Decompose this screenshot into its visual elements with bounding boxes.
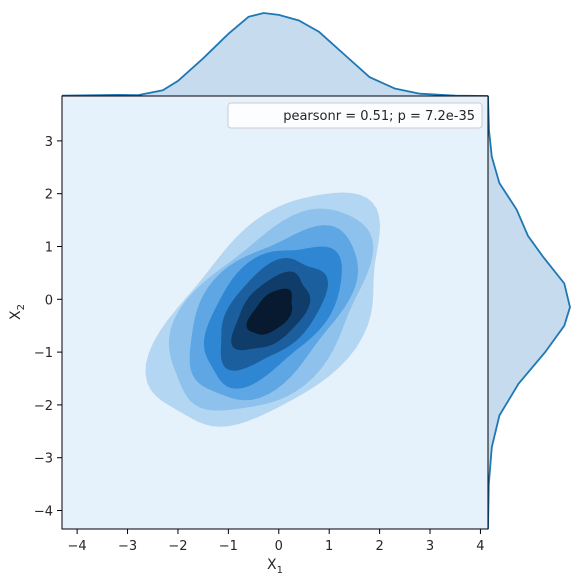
y-tick-label: 3 bbox=[45, 135, 53, 150]
marginal-x-fill bbox=[62, 13, 488, 96]
y-axis-label: X2 bbox=[8, 304, 27, 320]
x-tick-label: 2 bbox=[375, 539, 383, 554]
x-axis: −4 −3 −2 −1 0 1 2 3 4 bbox=[68, 529, 485, 554]
marginal-y-plot bbox=[487, 95, 571, 530]
x-tick-label: 4 bbox=[476, 539, 484, 554]
legend-box bbox=[227, 102, 483, 129]
marginal-x-plot bbox=[61, 12, 489, 97]
y-tick-label: 1 bbox=[45, 240, 53, 255]
legend-text: pearsonr = 0.51; p = 7.2e-35 bbox=[283, 109, 475, 124]
y-tick-label: −4 bbox=[34, 505, 53, 520]
y-tick-label: 0 bbox=[45, 293, 53, 308]
marginal-y-fill bbox=[488, 96, 570, 529]
plot-frame bbox=[61, 95, 489, 530]
y-tick-label: −2 bbox=[34, 399, 53, 414]
x-tick-label: 1 bbox=[325, 539, 333, 554]
joint-plot-area bbox=[61, 95, 489, 530]
contour-level bbox=[246, 288, 293, 335]
y-tick-label: 2 bbox=[45, 188, 53, 203]
x-tick-label: 0 bbox=[275, 539, 283, 554]
marginal-y-line bbox=[487, 95, 571, 530]
x-tick-label: 3 bbox=[426, 539, 434, 554]
legend: pearsonr = 0.51; p = 7.2e-35 bbox=[227, 102, 483, 129]
x-axis-label: X1 bbox=[267, 557, 283, 576]
x-tick-label: −2 bbox=[168, 539, 187, 554]
x-tick-label: −1 bbox=[219, 539, 238, 554]
marginal-x-line bbox=[61, 12, 489, 97]
x-tick-label: −3 bbox=[118, 539, 137, 554]
y-tick-label: −3 bbox=[34, 452, 53, 467]
x-tick-label: −4 bbox=[68, 539, 87, 554]
y-tick-label: −1 bbox=[34, 346, 53, 361]
kde-contours bbox=[145, 192, 380, 427]
y-axis: −4 −3 −2 −1 0 1 2 3 bbox=[34, 135, 62, 520]
